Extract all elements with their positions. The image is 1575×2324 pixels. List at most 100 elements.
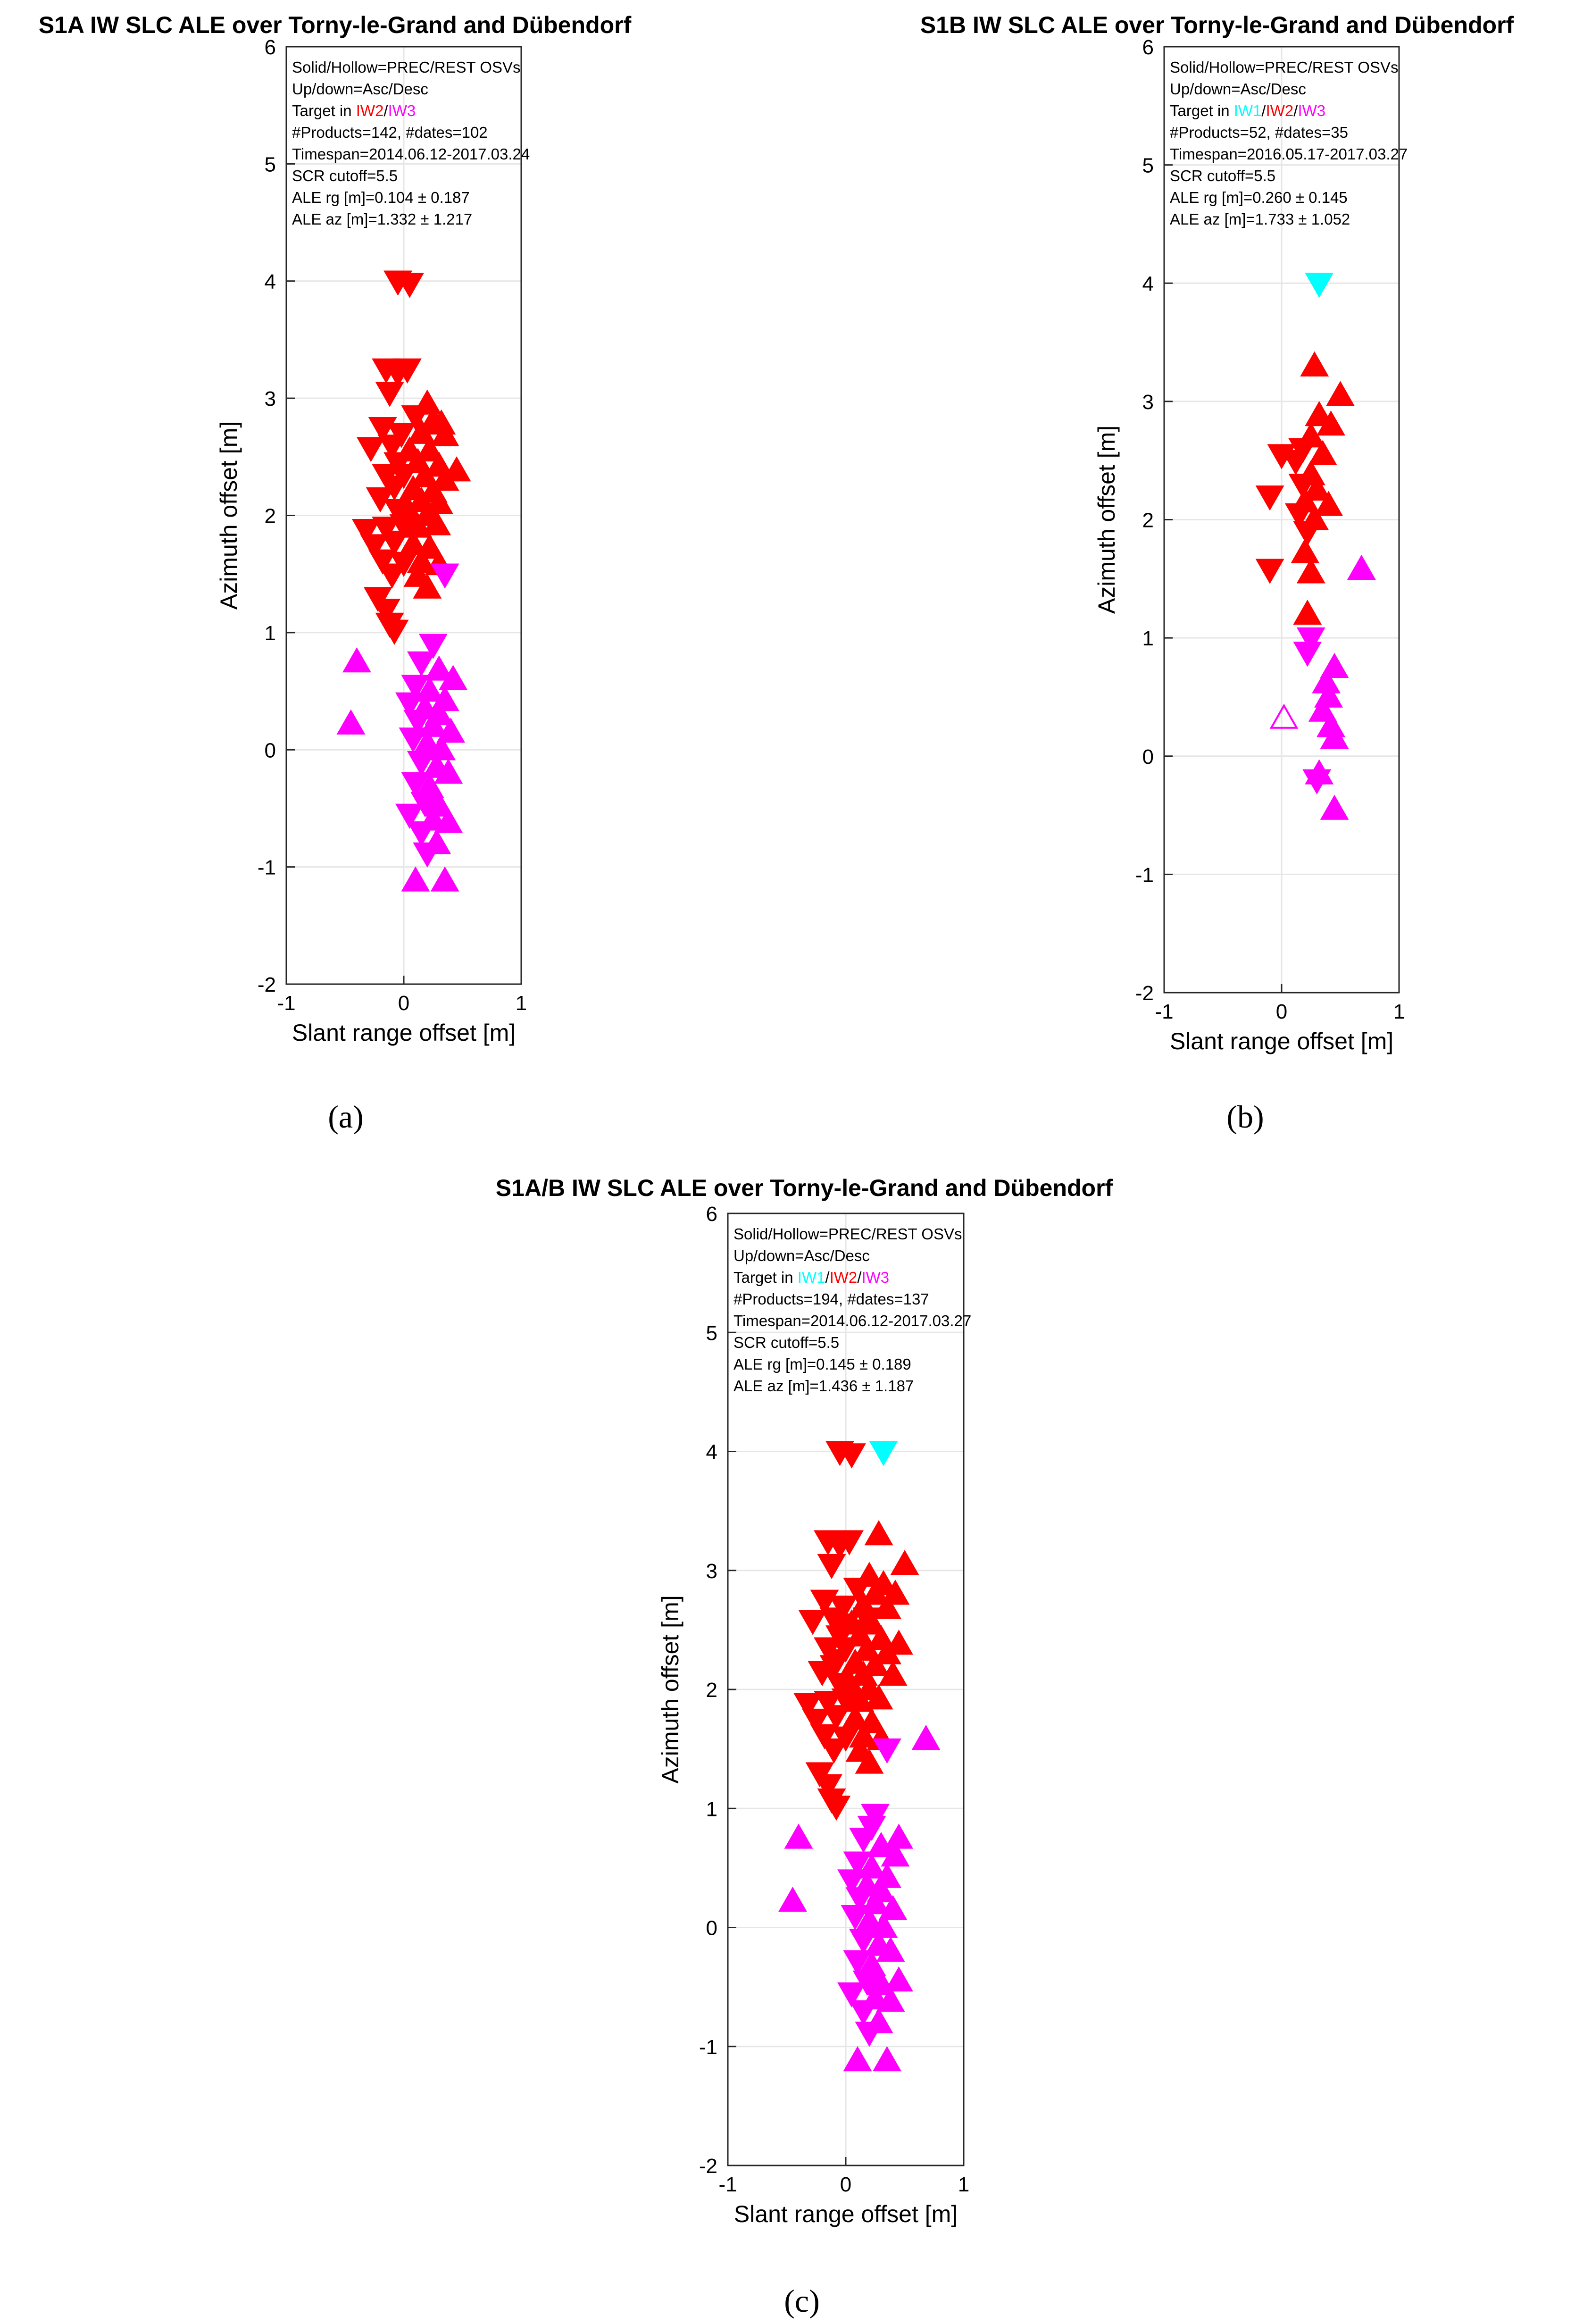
marker-asc-iw3 [911, 1724, 941, 1750]
y-tick-label: 5 [1142, 154, 1154, 177]
marker-desc-iw3 [401, 675, 430, 700]
marker-desc-iw2 [1284, 503, 1314, 528]
marker-asc-iw2 [1326, 381, 1355, 406]
marker-asc-iw3 [878, 1895, 908, 1920]
marker-asc-iw2 [425, 489, 454, 514]
marker-asc-iw3 [869, 1913, 898, 1938]
info-target-legend: Target in IW1/IW2/IW3 [733, 1269, 889, 1286]
y-tick-label: -1 [699, 2036, 717, 2059]
marker-asc-iw2 [1293, 599, 1322, 625]
marker-desc-iw2 [377, 563, 407, 589]
marker-asc-iw2 [884, 1630, 913, 1655]
marker-asc-iw3 [876, 1986, 905, 2012]
target-swath-iw1: IW1 [798, 1269, 825, 1286]
info-osv-legend: Solid/Hollow=PREC/REST OSVs [292, 59, 520, 76]
marker-asc-iw2 [1314, 491, 1343, 516]
marker-desc-iw3 [395, 692, 424, 718]
marker-asc-iw2 [415, 436, 444, 462]
y-tick-label: 2 [706, 1679, 717, 1702]
marker-desc-iw2 [810, 1724, 839, 1749]
marker-desc-iw3 [843, 1950, 872, 1976]
marker-asc-iw3 [876, 1936, 905, 1962]
marker-desc-iw2 [377, 435, 407, 460]
x-axis-label: Slant range offset [m] [1170, 1028, 1393, 1054]
marker-desc-iw2 [1293, 521, 1322, 546]
marker-desc-iw3 [403, 710, 433, 736]
marker-asc-iw3 [401, 866, 430, 892]
marker-desc-iw2 [1255, 485, 1284, 511]
marker-desc-iw3 [418, 634, 448, 659]
info-target-legend: Target in IW1/IW2/IW3 [1170, 102, 1325, 119]
target-swath-iw2: IW2 [1266, 102, 1294, 119]
y-tick-label: 3 [1142, 391, 1154, 414]
info-products: #Products=142, #dates=102 [292, 124, 488, 141]
marker-desc-iw2 [380, 619, 409, 645]
marker-asc-iw2 [864, 1520, 893, 1546]
marker-asc-iw2 [861, 1651, 890, 1676]
y-tick-label: -2 [258, 973, 276, 996]
marker-desc-iw2 [843, 1578, 872, 1603]
marker-desc-iw3 [1296, 627, 1325, 653]
y-tick-label: 0 [706, 1917, 717, 1940]
target-swath-iw2: IW2 [830, 1269, 858, 1286]
marker-desc-iw2 [372, 517, 401, 542]
chart-title: S1A/B IW SLC ALE over Torny-le-Grand and… [496, 1175, 1113, 1201]
marker-asc-iw2 [845, 1687, 875, 1712]
marker-asc-iw2 [855, 1748, 884, 1774]
chart-title: S1B IW SLC ALE over Torny-le-Grand and D… [920, 12, 1514, 38]
marker-asc-iw3 [861, 1889, 890, 1914]
panel-label: (c) [784, 2283, 819, 2319]
info-osv-legend: Solid/Hollow=PREC/REST OSVs [733, 1225, 962, 1243]
x-tick-label: -1 [277, 992, 295, 1015]
info-scr-cutoff: SCR cutoff=5.5 [733, 1334, 839, 1351]
marker-desc-iw2 [819, 1655, 849, 1680]
marker-desc-iw3 [407, 751, 436, 777]
chart-title: S1A IW SLC ALE over Torny-le-Grand and D… [39, 12, 632, 38]
y-tick-label: 5 [706, 1321, 717, 1345]
y-tick-label: -1 [1135, 863, 1154, 886]
info-timespan: Timespan=2014.06.12-2017.03.24 [292, 145, 530, 163]
marker-desc-iw2 [819, 1738, 849, 1764]
target-swath-iw1: IW1 [1234, 102, 1262, 119]
marker-asc-iw3 [434, 758, 463, 784]
marker-asc-iw3 [342, 647, 371, 673]
y-tick-label: 1 [1142, 627, 1154, 650]
x-tick-label: 0 [1276, 1000, 1287, 1023]
marker-desc-iw2 [1288, 474, 1317, 499]
marker-asc-iw2 [873, 1639, 901, 1664]
marker-desc-iw2 [814, 1774, 842, 1799]
marker-desc-iw2 [360, 534, 389, 560]
marker-asc-iw3 [427, 735, 456, 761]
info-ale-azimuth: ALE az [m]=1.332 ± 1.217 [292, 210, 472, 228]
marker-desc-iw2 [351, 519, 381, 544]
marker-asc-iw3 [881, 1841, 910, 1867]
y-tick-label: 4 [1142, 272, 1154, 295]
y-tick-label: 0 [1142, 745, 1154, 769]
y-tick-label: 4 [265, 270, 276, 293]
y-tick-label: 2 [1142, 509, 1154, 532]
x-tick-label: 1 [1393, 1000, 1405, 1023]
info-ale-range: ALE rg [m]=0.104 ± 0.187 [292, 189, 470, 206]
marker-desc-iw2 [368, 549, 397, 575]
marker-asc-iw2 [1296, 558, 1325, 584]
y-tick-label: 6 [265, 36, 276, 59]
marker-asc-iw3 [884, 1966, 913, 1992]
info-scr-cutoff: SCR cutoff=5.5 [1170, 167, 1275, 184]
x-tick-label: -1 [718, 2173, 737, 2196]
target-swath-iw3: IW3 [861, 1269, 889, 1286]
info-products: #Products=52, #dates=35 [1170, 124, 1348, 141]
y-tick-label: 1 [706, 1797, 717, 1821]
marker-desc-iw2 [393, 358, 422, 384]
marker-desc-iw3 [401, 772, 430, 797]
marker-desc-iw2 [817, 1554, 846, 1580]
marker-desc-iw3 [855, 2022, 884, 2047]
marker-asc-iw2 [1308, 440, 1337, 465]
marker-desc-iw3 [399, 727, 428, 753]
marker-desc-iw3 [837, 1869, 866, 1895]
marker-desc-iw3 [873, 1738, 901, 1764]
marker-asc-iw2 [1300, 351, 1329, 376]
x-tick-label: 0 [840, 2173, 851, 2196]
marker-asc-iw3 [778, 1886, 807, 1912]
marker-desc-iw3 [849, 1828, 878, 1853]
